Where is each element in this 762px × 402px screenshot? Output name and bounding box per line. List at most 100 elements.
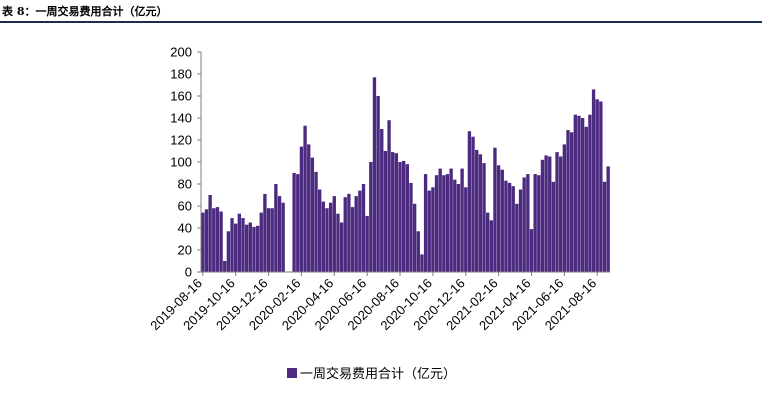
bar <box>358 190 362 272</box>
bar <box>332 196 336 272</box>
bar <box>296 174 300 272</box>
bar <box>434 175 439 272</box>
bar <box>310 157 315 272</box>
bar <box>343 197 347 272</box>
bar <box>416 231 420 272</box>
bar <box>548 156 552 272</box>
bar <box>252 226 256 272</box>
bar <box>562 144 567 272</box>
bar <box>303 125 307 272</box>
bar <box>321 201 326 272</box>
bar <box>478 154 483 272</box>
bar <box>577 115 581 272</box>
y-tick-label: 140 <box>170 111 192 126</box>
bar <box>336 213 340 272</box>
bar <box>234 223 238 272</box>
bar <box>409 182 413 272</box>
y-tick-label: 40 <box>178 221 192 236</box>
bar <box>489 220 493 272</box>
bar <box>602 181 607 272</box>
bar <box>325 208 329 272</box>
bar <box>591 89 596 273</box>
bar <box>347 193 351 272</box>
bar <box>504 180 508 272</box>
bar <box>423 174 428 272</box>
bar <box>259 212 263 272</box>
bar <box>544 155 548 272</box>
bar <box>518 189 523 272</box>
bar <box>540 159 545 272</box>
bar <box>464 187 468 272</box>
bar <box>471 136 475 272</box>
y-axis: 0 20 40 60 80 100 120 140 160 180 200 <box>170 45 202 280</box>
bar <box>595 99 599 272</box>
bar <box>391 152 395 272</box>
bar <box>241 218 245 272</box>
bar <box>314 171 318 272</box>
bar <box>412 203 417 272</box>
bar <box>208 195 212 272</box>
bar <box>244 224 249 272</box>
bars-group <box>201 77 610 273</box>
bar <box>482 163 486 272</box>
bar <box>529 229 534 272</box>
bar <box>584 126 588 272</box>
bar <box>212 208 216 272</box>
bar <box>588 114 592 272</box>
bar <box>559 156 563 272</box>
bar <box>248 222 252 272</box>
bar <box>405 164 409 272</box>
bar <box>380 129 384 272</box>
x-axis: 2019-08-162019-10-162019-12-162020-02-16… <box>147 271 610 333</box>
bar <box>266 208 271 272</box>
bar <box>475 149 479 272</box>
legend-label: 一周交易费用合计（亿元） <box>300 367 457 382</box>
bar <box>307 144 311 272</box>
bar <box>339 222 344 272</box>
bar <box>361 184 366 272</box>
bar <box>230 218 234 272</box>
y-tick-label: 80 <box>178 177 192 192</box>
y-tick-label: 120 <box>170 133 192 148</box>
bar <box>537 175 541 272</box>
y-tick-label: 160 <box>170 89 192 104</box>
bar <box>270 208 274 272</box>
bar <box>223 261 227 272</box>
bar <box>402 160 406 272</box>
bar <box>551 181 556 272</box>
bar <box>606 166 610 272</box>
bar <box>318 189 322 272</box>
bar <box>485 212 490 272</box>
bar <box>511 186 515 272</box>
bar <box>237 213 242 272</box>
bar <box>201 212 205 272</box>
bar <box>573 114 577 272</box>
bar <box>445 174 450 272</box>
legend: 一周交易费用合计（亿元） <box>287 363 456 382</box>
bar <box>420 254 424 272</box>
bar <box>438 168 442 272</box>
bar <box>292 173 296 272</box>
bar <box>215 207 220 272</box>
bar <box>277 196 282 272</box>
bar <box>376 96 380 272</box>
y-tick-label: 200 <box>170 45 192 60</box>
bar <box>383 151 388 272</box>
y-tick-label: 100 <box>170 155 192 170</box>
bar <box>365 215 369 272</box>
bar <box>226 231 231 272</box>
bar <box>522 177 526 272</box>
bar <box>555 152 559 272</box>
y-tick-label: 180 <box>170 67 192 82</box>
caption-rule <box>0 21 762 23</box>
bar <box>580 118 585 272</box>
y-tick-label: 60 <box>178 199 192 214</box>
bar <box>599 101 603 272</box>
bar <box>299 146 304 272</box>
bar <box>369 162 373 272</box>
bar <box>460 168 464 272</box>
bar <box>274 184 278 272</box>
bar <box>281 202 285 272</box>
bar <box>350 207 355 272</box>
bar <box>449 168 453 272</box>
